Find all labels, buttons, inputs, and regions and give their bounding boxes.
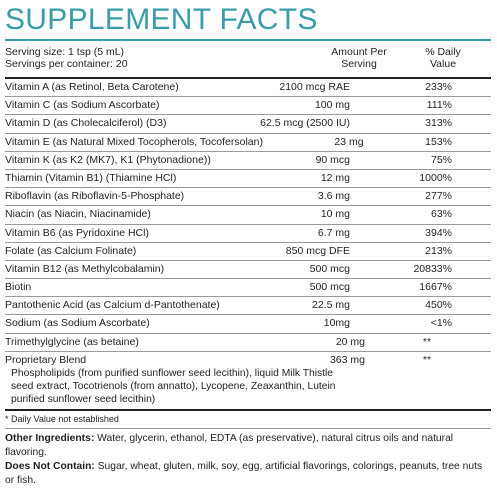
amount: 3.6 mg: [317, 190, 350, 203]
nutrient-name: Niacin (as Niacin, Niacinamide): [5, 208, 151, 221]
daily-value: <1%: [430, 317, 452, 330]
amount: 100 mg: [314, 99, 350, 112]
daily-value: 213%: [425, 244, 452, 257]
rule: [5, 408, 491, 411]
daily-value: 1667%: [419, 281, 452, 294]
daily-value: 233%: [425, 81, 452, 93]
daily-value: 1000%: [419, 171, 452, 184]
nutrient-name: Vitamin E (as Natural Mixed Tocopherols,…: [5, 135, 263, 148]
amount: 12 mg: [320, 171, 350, 184]
amount: 23 mg: [334, 135, 364, 148]
nutrient-row: Vitamin D (as Cholecalciferol) (D3) 62.5 …: [5, 115, 491, 134]
amount: 22.5 mg: [312, 299, 350, 312]
amount: 500 mcg: [309, 281, 350, 294]
daily-value: 394%: [425, 226, 452, 239]
nutrient-name: Vitamin B12 (as Methylcobalamin): [5, 262, 165, 275]
blend-description: Phospholipids (from purified sunflower s…: [11, 367, 336, 405]
label: Other Ingredients:: [5, 432, 95, 444]
nutrient-name: Folate (as Calcium Folinate): [5, 244, 137, 257]
nutrient-row: Vitamin B12 (as Methylcobalamin) 500 mcg 2…: [5, 261, 491, 280]
blend-daily-value: **: [422, 353, 432, 366]
daily-value: 277%: [425, 190, 452, 203]
serving-size: Serving size: 1 tsp (5 mL): [5, 46, 125, 58]
nutrient-row: Niacin (as Niacin, Niacinamide) 10 mg 63%: [5, 206, 491, 225]
footnote: * Daily Value not established: [5, 411, 491, 429]
daily-value: 20833%: [413, 262, 452, 275]
other-ingredients: Other Ingredients: Water, glycerin, etha…: [5, 429, 491, 460]
nutrient-row: Vitamin B6 (as Pyridoxine HCl) 6.7 mg 394%: [5, 225, 491, 243]
nutrient-row: Vitamin C (as Sodium Ascorbate) 100 mg 111…: [5, 97, 491, 116]
amount-header: Amount Per Serving: [331, 46, 387, 70]
rule: [5, 77, 491, 79]
nutrient-name: Vitamin C (as Sodium Ascorbate): [5, 99, 160, 112]
nutrient-row: Thiamin (Vitamin B1) (Thiamine HCl) 12 mg…: [5, 170, 491, 189]
amount: 62.5 mcg (2500 IU): [260, 117, 350, 130]
nutrient-row: Vitamin E (as Natural Mixed Tocopherols,…: [5, 134, 491, 152]
servings-per-container: Servings per container: 20: [5, 58, 128, 70]
blend-amount: 363 mg: [329, 353, 365, 366]
nutrient-name: Vitamin A (as Retinol, Beta Carotene): [5, 81, 179, 93]
daily-value: 111%: [426, 99, 452, 112]
nutrient-name: Vitamin B6 (as Pyridoxine HCl): [5, 226, 149, 239]
nutrient-name: Pantothenic Acid (as Calcium d-Pantothen…: [5, 299, 220, 312]
amount: 500 mcg: [309, 262, 350, 275]
blend-row: Proprietary Blend 363 mg ** Phospholipid…: [5, 352, 491, 409]
amount: 6.7 mg: [317, 226, 350, 239]
nutrient-rows: Vitamin A (as Retinol, Beta Carotene) 210…: [5, 79, 491, 352]
nutrient-name: Biotin: [5, 281, 32, 294]
label: Does Not Contain:: [5, 460, 95, 472]
nutrient-row: Vitamin A (as Retinol, Beta Carotene) 210…: [5, 79, 491, 98]
nutrient-name: Riboflavin (as Riboflavin-5-Phosphate): [5, 190, 185, 203]
amount: 10 mg: [320, 208, 350, 221]
header: Serving size: 1 tsp (5 mL) Servings per …: [5, 41, 491, 77]
nutrient-name: Sodium (as Sodium Ascorbate): [5, 317, 150, 330]
nutrient-row: Biotin 500 mcg 1667%: [5, 279, 491, 298]
amount: 20 mg: [335, 335, 365, 348]
amount: 850 mcg DFE: [285, 244, 350, 257]
nutrient-row: Sodium (as Sodium Ascorbate) 10mg <1%: [5, 315, 491, 334]
daily-value: 450%: [425, 299, 452, 312]
daily-value: 75%: [430, 153, 452, 166]
does-not-contain: Does Not Contain: Sugar, wheat, gluten, …: [5, 460, 491, 488]
daily-value: 63%: [430, 208, 452, 221]
nutrient-row: Folate (as Calcium Folinate) 850 mcg DFE 2…: [5, 243, 491, 261]
daily-value: 153%: [425, 135, 452, 148]
nutrient-row: Vitamin K (as K2 (MK7), K1 (Phytonadione…: [5, 152, 491, 170]
blend-name: Proprietary Blend: [5, 353, 87, 366]
serving: Serving size: 1 tsp (5 mL) Servings per …: [5, 46, 319, 77]
nutrient-row: Trimethylglycine (as betaine) 20 mg **: [5, 334, 491, 352]
amount: 90 mcg: [315, 153, 350, 166]
text: Sugar, wheat, gluten, milk, soy, egg, ar…: [5, 460, 483, 486]
amount: 2100 mcg RAE: [279, 81, 350, 93]
nutrient-row: Riboflavin (as Riboflavin-5-Phosphate) 3.…: [5, 188, 491, 207]
amount: 10mg: [323, 317, 350, 330]
daily-value: 313%: [425, 117, 452, 130]
text: Water, glycerin, ethanol, EDTA (as prese…: [5, 432, 454, 458]
blend-head: Proprietary Blend 363 mg **: [5, 352, 491, 367]
nutrient-name: Vitamin K (as K2 (MK7), K1 (Phytonadione…: [5, 153, 211, 166]
title: SUPPLEMENT FACTS: [5, 3, 318, 36]
nutrient-name: Thiamin (Vitamin B1) (Thiamine HCl): [5, 171, 177, 184]
daily-value: **: [422, 335, 432, 348]
supplement-facts: SUPPLEMENT FACTS Serving size: 1 tsp (5 …: [5, 0, 491, 488]
nutrient-name: Trimethylglycine (as betaine): [5, 335, 139, 348]
nutrient-name: Vitamin D (as Cholecalciferol) (D3): [5, 117, 167, 130]
daily-value-header: % Daily Value: [425, 46, 461, 70]
nutrient-row: Pantothenic Acid (as Calcium d-Pantothen…: [5, 297, 491, 316]
rule: [5, 39, 491, 41]
